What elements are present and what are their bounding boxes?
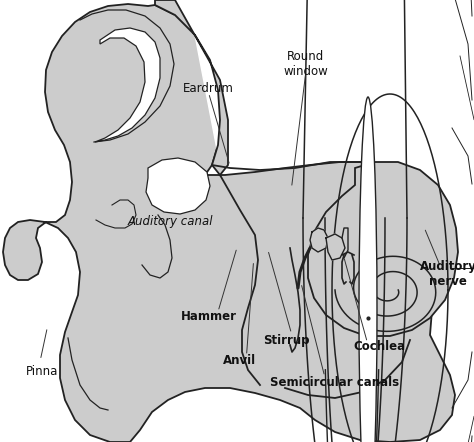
Text: Round
window: Round window bbox=[283, 50, 328, 78]
Text: Auditory canal: Auditory canal bbox=[128, 214, 213, 228]
Text: Pinna: Pinna bbox=[26, 365, 58, 377]
Text: Hammer: Hammer bbox=[181, 309, 237, 323]
Polygon shape bbox=[146, 158, 210, 214]
Polygon shape bbox=[310, 228, 328, 252]
Text: Stirrup: Stirrup bbox=[264, 334, 310, 347]
Text: Anvil: Anvil bbox=[223, 354, 256, 367]
Polygon shape bbox=[308, 162, 458, 336]
Polygon shape bbox=[175, 0, 220, 165]
Polygon shape bbox=[155, 0, 228, 175]
Text: Auditory
nerve: Auditory nerve bbox=[419, 260, 474, 288]
Ellipse shape bbox=[359, 97, 377, 442]
Polygon shape bbox=[95, 28, 160, 142]
Text: Semicircular canals: Semicircular canals bbox=[270, 376, 399, 389]
Text: Cochlea: Cochlea bbox=[353, 340, 405, 354]
Text: Eardrum: Eardrum bbox=[183, 82, 234, 95]
Polygon shape bbox=[3, 4, 455, 442]
Polygon shape bbox=[326, 234, 345, 260]
